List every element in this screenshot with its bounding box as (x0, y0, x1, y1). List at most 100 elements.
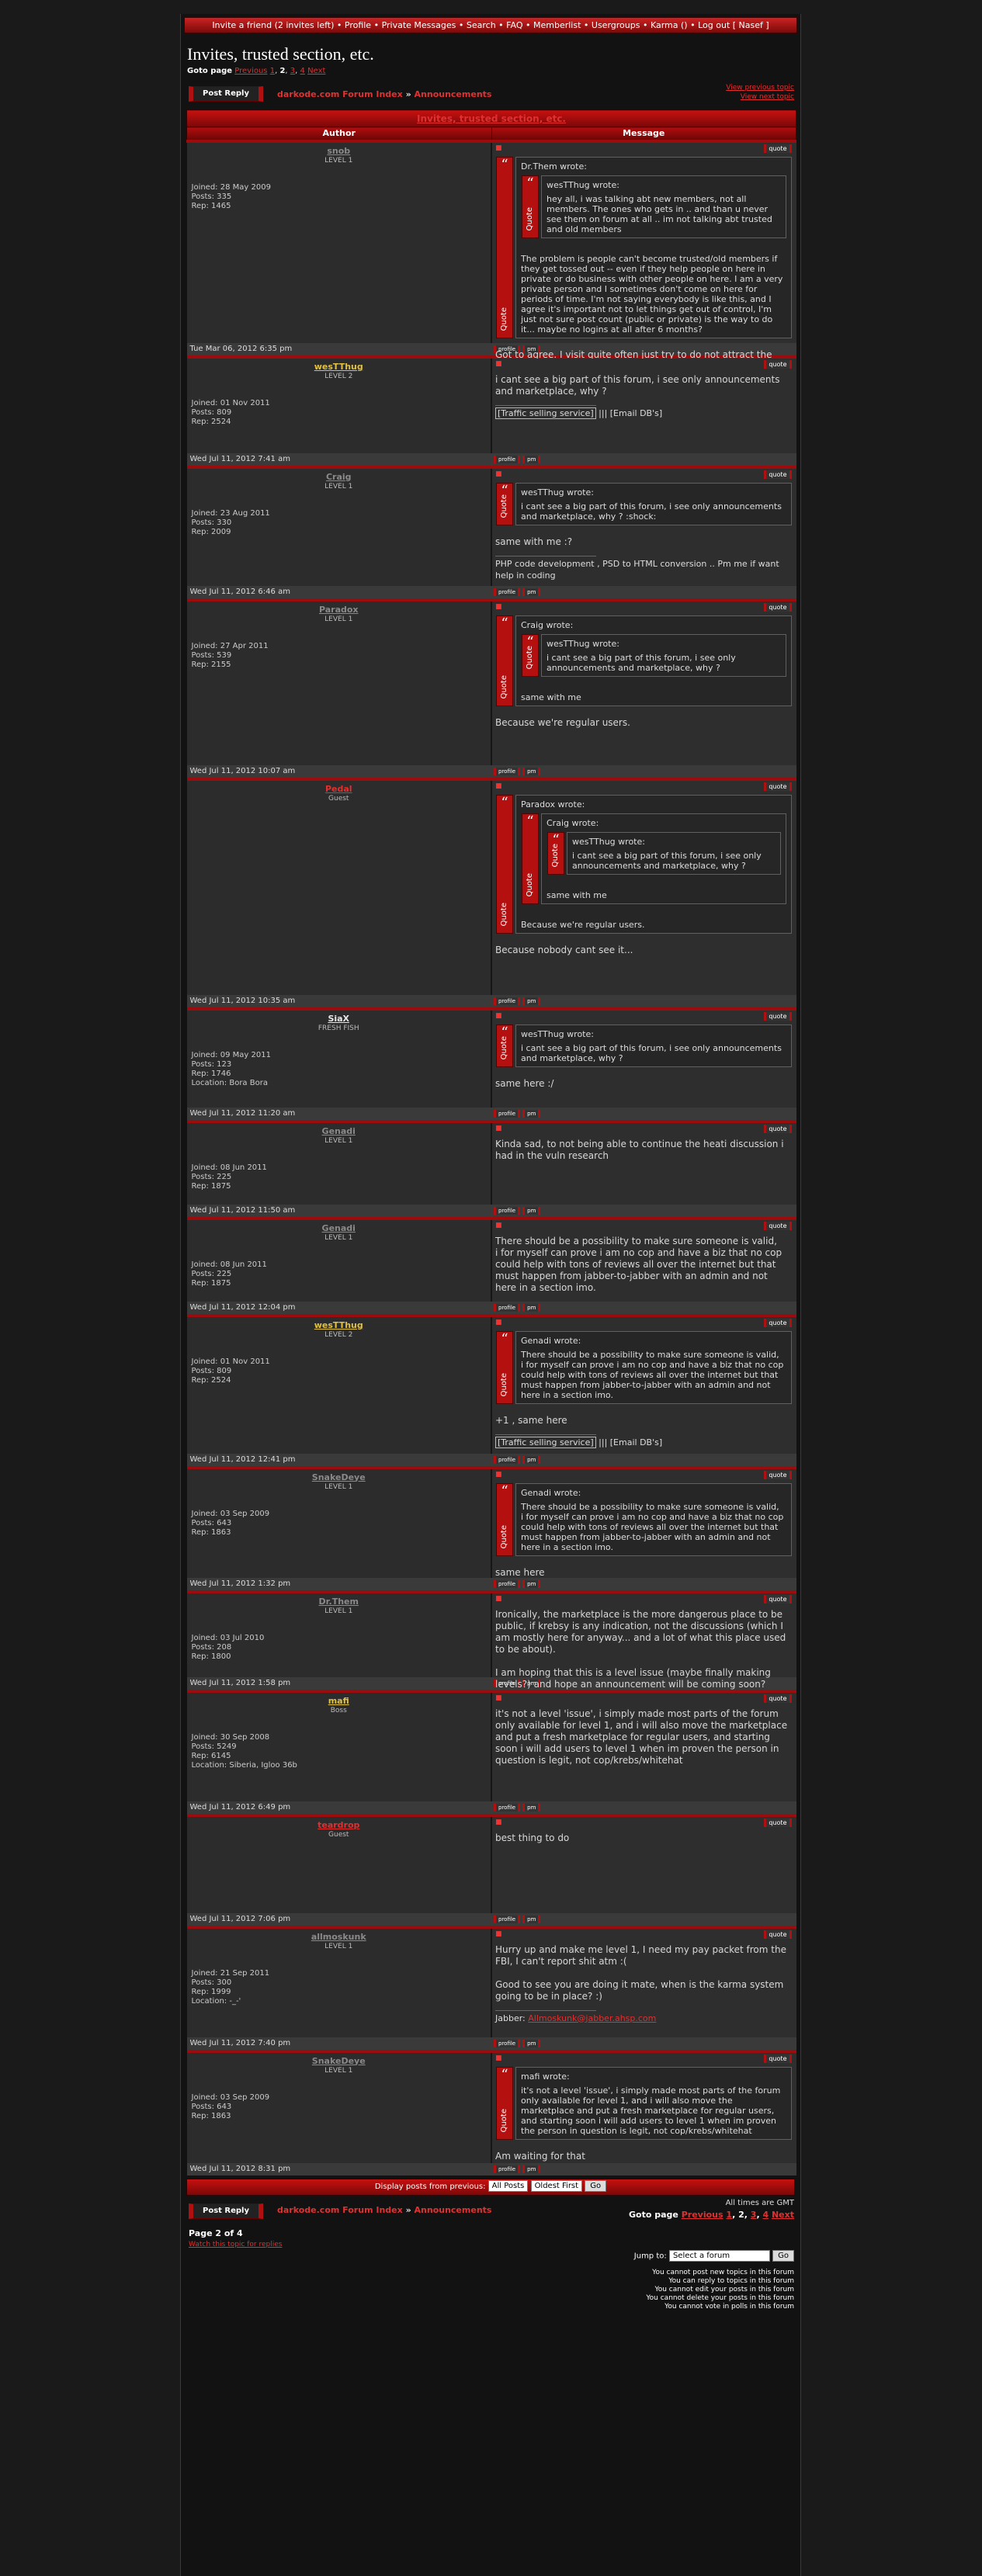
goto-next-link[interactable]: Next (307, 67, 326, 75)
breadcrumb-forum-index[interactable]: darkode.com Forum Index (277, 2204, 403, 2215)
author-name[interactable]: SiaX (328, 1013, 350, 1024)
jump-select[interactable]: Select a forum (668, 2249, 770, 2262)
author-name[interactable]: SnakeDeye (311, 1472, 366, 1482)
quote-button[interactable]: quote (764, 144, 792, 153)
pm-button[interactable]: pm (522, 1455, 541, 1464)
pm-button[interactable]: pm (522, 2039, 541, 2047)
post-link-icon[interactable]: ■ (495, 359, 502, 368)
breadcrumb-forum-index[interactable]: darkode.com Forum Index (277, 89, 403, 99)
goto-previous-link[interactable]: Previous (234, 67, 268, 75)
pm-button[interactable]: pm (522, 588, 541, 596)
jump-go-button[interactable]: Go (772, 2249, 794, 2262)
quote-button[interactable]: quote (764, 1694, 792, 1703)
topnav-item[interactable]: Memberlist (533, 20, 581, 30)
quote-button[interactable]: quote (764, 1470, 792, 1479)
post-link-icon[interactable]: ■ (495, 782, 502, 790)
pm-button[interactable]: pm (522, 345, 541, 353)
profile-button[interactable]: profile (494, 997, 521, 1005)
signature-link[interactable]: [Traffic selling service] (495, 407, 596, 419)
topnav-item[interactable]: FAQ (506, 20, 523, 30)
author-name[interactable]: mafi (328, 1695, 349, 1706)
quote-button[interactable]: quote (764, 1594, 792, 1603)
quote-button[interactable]: quote (764, 602, 792, 612)
topnav-item[interactable]: Usergroups (591, 20, 640, 30)
table-topic-title-link[interactable]: Invites, trusted section, etc. (417, 113, 566, 124)
post-reply-button[interactable]: Post Reply (189, 86, 263, 102)
author-name[interactable]: Genadi (321, 1222, 356, 1233)
pm-button[interactable]: pm (522, 997, 541, 1005)
profile-button[interactable]: profile (494, 1915, 521, 1923)
goto-page-3[interactable]: 3 (750, 2209, 757, 2220)
quote-button[interactable]: quote (764, 359, 792, 369)
author-name[interactable]: Paradox (318, 604, 359, 615)
display-go-button[interactable]: Go (585, 2180, 607, 2192)
post-link-icon[interactable]: ■ (495, 1929, 502, 1938)
pm-button[interactable]: pm (522, 1915, 541, 1923)
signature-link[interactable]: [Traffic selling service] (495, 1436, 596, 1448)
pm-button[interactable]: pm (522, 1303, 541, 1312)
pm-button[interactable]: pm (522, 1803, 541, 1812)
post-link-icon[interactable]: ■ (495, 602, 502, 611)
quote-button[interactable]: quote (764, 1011, 792, 1021)
author-name[interactable]: teardrop (318, 1819, 360, 1830)
post-reply-button-bottom[interactable]: Post Reply (189, 2203, 263, 2219)
topnav-item[interactable]: Search (466, 20, 496, 30)
view-previous-topic-link[interactable]: View previous topic (726, 84, 794, 92)
goto-page-1[interactable]: 1 (726, 2209, 733, 2220)
pm-button[interactable]: pm (522, 1206, 541, 1215)
post-link-icon[interactable]: ■ (495, 2054, 502, 2062)
profile-button[interactable]: profile (494, 1206, 521, 1215)
pm-button[interactable]: pm (522, 1679, 541, 1687)
profile-button[interactable]: profile (494, 588, 521, 596)
goto-page-4[interactable]: 4 (300, 67, 305, 75)
goto-next-link[interactable]: Next (771, 2209, 794, 2220)
quote-button[interactable]: quote (764, 1221, 792, 1230)
post-link-icon[interactable]: ■ (495, 144, 502, 152)
profile-button[interactable]: profile (494, 2039, 521, 2047)
goto-page-1[interactable]: 1 (269, 67, 276, 75)
author-name[interactable]: Genadi (321, 1125, 356, 1136)
post-link-icon[interactable]: ■ (495, 1470, 502, 1479)
post-link-icon[interactable]: ■ (495, 1124, 502, 1132)
quote-button[interactable]: quote (764, 1318, 792, 1327)
profile-button[interactable]: profile (494, 767, 521, 775)
pm-button[interactable]: pm (522, 455, 541, 463)
profile-button[interactable]: profile (494, 2165, 521, 2173)
breadcrumb-forum[interactable]: Announcements (414, 89, 492, 99)
quote-button[interactable]: quote (764, 1124, 792, 1133)
quote-button[interactable]: quote (764, 1929, 792, 1939)
view-next-topic-link[interactable]: View next topic (740, 93, 794, 101)
pm-button[interactable]: pm (522, 767, 541, 775)
signature-email-link[interactable]: Allmoskunk@jabber.ahsp.com (528, 2013, 657, 2023)
profile-button[interactable]: profile (494, 1109, 521, 1118)
post-link-icon[interactable]: ■ (495, 1011, 502, 1020)
profile-button[interactable]: profile (494, 1579, 521, 1588)
post-link-icon[interactable]: ■ (495, 1318, 502, 1326)
pm-button[interactable]: pm (522, 2165, 541, 2173)
days-select[interactable]: All Posts (488, 2180, 529, 2192)
goto-previous-link[interactable]: Previous (681, 2209, 723, 2220)
breadcrumb-forum[interactable]: Announcements (414, 2204, 492, 2215)
author-name[interactable]: Craig (325, 471, 352, 482)
post-link-icon[interactable]: ■ (495, 1694, 502, 1702)
profile-button[interactable]: profile (494, 1455, 521, 1464)
topnav-item[interactable]: Private Messages (381, 20, 456, 30)
goto-page-4[interactable]: 4 (762, 2209, 769, 2220)
pm-button[interactable]: pm (522, 1579, 541, 1588)
topnav-item[interactable]: Invite a friend (2 invites left) (212, 20, 335, 30)
topnav-item[interactable]: Profile (344, 20, 372, 30)
author-name[interactable]: snob (327, 145, 351, 156)
post-link-icon[interactable]: ■ (495, 1221, 502, 1229)
watch-topic-link[interactable]: Watch this topic for replies (189, 2240, 283, 2248)
author-name[interactable]: Dr.Them (318, 1596, 359, 1607)
quote-button[interactable]: quote (764, 2054, 792, 2063)
profile-button[interactable]: profile (494, 1303, 521, 1312)
pm-button[interactable]: pm (522, 1109, 541, 1118)
profile-button[interactable]: profile (494, 455, 521, 463)
goto-page-3[interactable]: 3 (290, 67, 296, 75)
post-link-icon[interactable]: ■ (495, 1818, 502, 1826)
profile-button[interactable]: profile (494, 1679, 521, 1687)
post-link-icon[interactable]: ■ (495, 470, 502, 478)
author-name[interactable]: wesTThug (314, 361, 363, 372)
post-link-icon[interactable]: ■ (495, 1594, 502, 1603)
